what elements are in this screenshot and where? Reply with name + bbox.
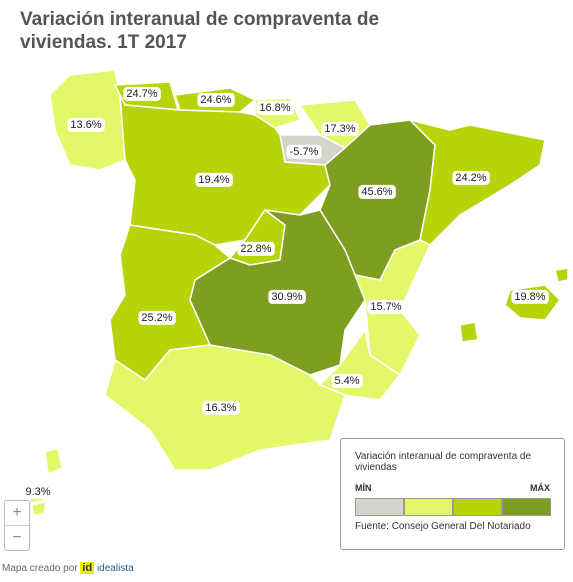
- region-label: 30.9%: [271, 291, 302, 303]
- legend-max: MÁX: [530, 483, 550, 493]
- region-label: 19.8%: [514, 291, 545, 303]
- label-box: [331, 373, 363, 388]
- region-label: 5.4%: [334, 375, 359, 387]
- legend-source: Fuente: Consejo General Del Notariado: [355, 521, 531, 532]
- region: [31, 501, 47, 516]
- label-box: [22, 484, 54, 499]
- label-box: [123, 86, 161, 101]
- region-label: 25.2%: [141, 312, 172, 324]
- region-label: -5.7%: [290, 146, 319, 158]
- region-label: 24.6%: [200, 94, 231, 106]
- legend-swatch: [453, 498, 502, 516]
- zoom-out[interactable]: −: [12, 529, 22, 546]
- legend-swatch: [404, 498, 453, 516]
- label-box: [67, 117, 105, 132]
- footer-logo: id: [80, 562, 95, 574]
- region: [44, 447, 63, 476]
- label-box: [197, 92, 235, 107]
- label-box: [511, 289, 549, 304]
- label-box: [256, 100, 294, 115]
- label-box: [452, 170, 490, 185]
- region: [554, 267, 569, 283]
- region-label: 13.6%: [70, 119, 101, 131]
- title: Variación interanual de compraventa de v…: [20, 9, 380, 53]
- label-box: [202, 400, 240, 415]
- region-label: 24.7%: [126, 88, 157, 100]
- legend-min: MÍN: [355, 483, 372, 493]
- zoom-in[interactable]: +: [5, 501, 29, 526]
- region-label: 22.8%: [240, 243, 271, 255]
- label-box: [358, 184, 396, 199]
- region-label: 16.3%: [205, 402, 236, 414]
- legend-swatch: [502, 498, 551, 516]
- zoom-control: + −: [4, 500, 30, 551]
- region-label: 19.4%: [198, 174, 229, 186]
- region-label: 9.3%: [25, 486, 50, 498]
- footer-brand[interactable]: idealista: [96, 563, 134, 574]
- label-box: [367, 299, 405, 314]
- label-box: [286, 144, 322, 159]
- region-label: 45.6%: [361, 186, 392, 198]
- region-label: 17.3%: [324, 123, 355, 135]
- label-box: [268, 289, 306, 304]
- label-box: [195, 172, 233, 187]
- label-box: [237, 241, 275, 256]
- footer: Mapa creado por id idealista: [2, 562, 134, 574]
- region-label: 24.2%: [455, 172, 486, 184]
- label-box: [138, 310, 176, 325]
- legend-swatch: [355, 498, 404, 516]
- legend-swatches: [355, 498, 551, 516]
- region-label: 16.8%: [259, 102, 290, 114]
- region-label: 15.7%: [370, 301, 401, 313]
- label-box: [321, 121, 359, 136]
- footer-text: Mapa creado por: [2, 563, 78, 574]
- legend: Variación interanual de compraventa de v…: [340, 438, 565, 550]
- legend-title: Variación interanual de compraventa de v…: [355, 451, 532, 473]
- region: [459, 321, 479, 343]
